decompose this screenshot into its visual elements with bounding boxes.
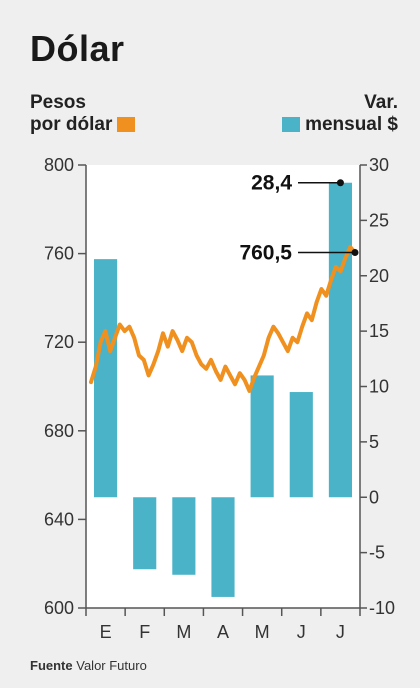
left-axis-label-line2: por dólar (30, 114, 136, 136)
x-tick-label-1: F (139, 622, 150, 642)
x-tick-label-2: M (176, 622, 191, 642)
right-tick-label-25: 25 (369, 210, 389, 230)
x-tick-label-5: J (297, 622, 306, 642)
left-tick-label-760: 760 (44, 244, 74, 264)
left-tick-label-800: 800 (44, 155, 74, 175)
left-tick-label-680: 680 (44, 421, 74, 441)
x-tick-label-4: M (255, 622, 270, 642)
bar-3 (211, 497, 235, 597)
line-annotation-dot (351, 248, 359, 256)
source-note: Fuente Valor Futuro (30, 658, 147, 673)
right-axis-label: Var. mensual $ (282, 92, 398, 136)
left-tick-label-600: 600 (44, 598, 74, 618)
bar-0 (94, 259, 118, 498)
bar-annotation-label: 28,4 (251, 172, 292, 195)
left-tick-label-640: 640 (44, 509, 74, 529)
chart-title: Dólar (30, 28, 125, 69)
bar-legend-swatch (282, 117, 301, 132)
line-legend-swatch (117, 117, 136, 132)
right-axis-label-line2: mensual $ (282, 114, 398, 136)
right-tick-label-0: 0 (369, 487, 379, 507)
left-tick-label-720: 720 (44, 332, 74, 352)
right-tick-label--5: -5 (369, 543, 385, 563)
line-annotation-label: 760,5 (239, 241, 292, 264)
exchange-rate-line (89, 245, 357, 393)
right-tick-label-30: 30 (369, 155, 389, 175)
right-tick-label--10: -10 (369, 598, 395, 618)
bar-1 (133, 497, 157, 570)
bar-2 (172, 497, 196, 575)
right-tick-label-10: 10 (369, 377, 389, 397)
x-tick-label-3: A (217, 622, 229, 642)
right-axis-label-line1: Var. (364, 92, 398, 113)
x-tick-label-0: E (100, 622, 112, 642)
bar-4 (250, 375, 274, 498)
right-tick-label-5: 5 (369, 432, 379, 452)
bar-annotation-dot (336, 179, 344, 187)
bar-5 (289, 392, 313, 498)
left-axis-label-line1: Pesos (30, 92, 86, 113)
right-tick-label-15: 15 (369, 321, 389, 341)
left-axis-label: Pesos por dólar (30, 92, 136, 136)
bar-6 (328, 182, 352, 498)
x-tick-label-6: J (336, 622, 345, 642)
right-tick-label-20: 20 (369, 266, 389, 286)
